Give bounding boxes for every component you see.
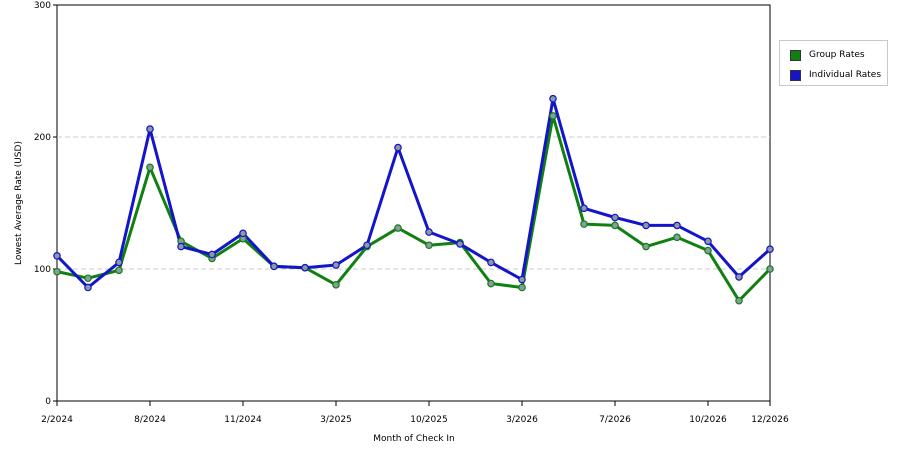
y-tick-label: 100 bbox=[34, 265, 51, 275]
series-lines bbox=[55, 97, 772, 303]
data-point-individual-rates bbox=[115, 258, 123, 267]
x-tick-label: 3/2026 bbox=[506, 415, 538, 425]
x-tick-label: 10/2025 bbox=[410, 415, 447, 425]
legend-label-individual-rates: Individual Rates bbox=[809, 70, 882, 80]
data-point-group-rates bbox=[704, 246, 712, 255]
data-point-group-rates bbox=[115, 266, 123, 275]
data-point-individual-rates bbox=[425, 228, 433, 236]
data-point-individual-rates bbox=[363, 241, 371, 250]
data-point-individual-rates bbox=[53, 252, 61, 260]
data-point-group-rates bbox=[332, 281, 340, 289]
x-tick-label: 7/2026 bbox=[599, 415, 631, 425]
data-point-individual-rates bbox=[332, 261, 340, 269]
y-tick-label: 0 bbox=[45, 397, 51, 407]
x-tick-label: 3/2025 bbox=[320, 415, 352, 425]
y-axis-title: Lowest Average Rate (USD) bbox=[14, 141, 24, 265]
grid-lines bbox=[57, 136, 770, 270]
legend-swatch-individual-rates bbox=[790, 69, 801, 81]
legend-swatch-group-rates bbox=[790, 49, 801, 61]
data-point-individual-rates bbox=[704, 237, 712, 246]
x-tick-label: 8/2024 bbox=[134, 415, 166, 425]
x-tick-label: 11/2024 bbox=[224, 415, 262, 425]
data-point-individual-rates bbox=[487, 258, 495, 267]
data-point-individual-rates bbox=[394, 143, 402, 152]
data-point-group-rates bbox=[642, 242, 650, 251]
data-point-group-rates bbox=[673, 233, 681, 242]
x-tick-label: 10/2026 bbox=[689, 415, 727, 425]
data-point-individual-rates bbox=[611, 213, 619, 222]
x-axis-title: Month of Check In bbox=[373, 434, 455, 444]
data-point-group-rates bbox=[766, 265, 774, 273]
data-point-group-rates bbox=[735, 296, 743, 305]
data-point-group-rates bbox=[146, 163, 154, 172]
data-point-individual-rates bbox=[239, 229, 247, 238]
data-point-individual-rates bbox=[735, 273, 743, 281]
data-point-individual-rates bbox=[146, 125, 154, 133]
data-point-individual-rates bbox=[580, 204, 588, 213]
data-point-individual-rates bbox=[549, 94, 557, 103]
plot-area bbox=[56, 4, 771, 402]
x-tick-label: 12/2026 bbox=[751, 415, 789, 425]
data-point-group-rates bbox=[487, 279, 495, 288]
x-tick-label: 2/2024 bbox=[41, 415, 73, 425]
axis-ticks: 0 100 200 300 2/2024 8/2024 11/2024 3/2025 10/20… bbox=[34, 1, 789, 425]
chart-legend: Group Rates Individual Rates bbox=[779, 40, 888, 86]
data-point-group-rates bbox=[549, 112, 557, 120]
legend-label-group-rates: Group Rates bbox=[809, 50, 865, 60]
data-point-individual-rates bbox=[673, 221, 681, 230]
legend-item-individual-rates: Individual Rates bbox=[790, 69, 881, 81]
data-point-group-rates bbox=[518, 283, 526, 292]
y-tick-label: 200 bbox=[34, 133, 51, 143]
y-tick-label: 300 bbox=[34, 1, 51, 11]
data-point-group-rates bbox=[425, 241, 433, 250]
data-point-individual-rates bbox=[301, 263, 309, 272]
data-point-individual-rates bbox=[518, 275, 526, 284]
series-line-individual-rates bbox=[55, 97, 771, 289]
data-points bbox=[53, 94, 774, 305]
data-point-individual-rates bbox=[766, 245, 774, 254]
data-point-individual-rates bbox=[177, 242, 185, 251]
data-point-group-rates bbox=[53, 267, 61, 276]
data-point-individual-rates bbox=[642, 221, 650, 230]
data-point-individual-rates bbox=[270, 262, 278, 271]
legend-item-group-rates: Group Rates bbox=[790, 49, 865, 61]
data-point-group-rates bbox=[580, 220, 588, 228]
data-point-group-rates bbox=[84, 274, 92, 283]
data-point-individual-rates bbox=[84, 283, 92, 292]
data-point-individual-rates bbox=[208, 250, 216, 259]
data-point-individual-rates bbox=[456, 240, 464, 248]
data-point-group-rates bbox=[394, 224, 402, 232]
data-point-group-rates bbox=[611, 221, 619, 230]
